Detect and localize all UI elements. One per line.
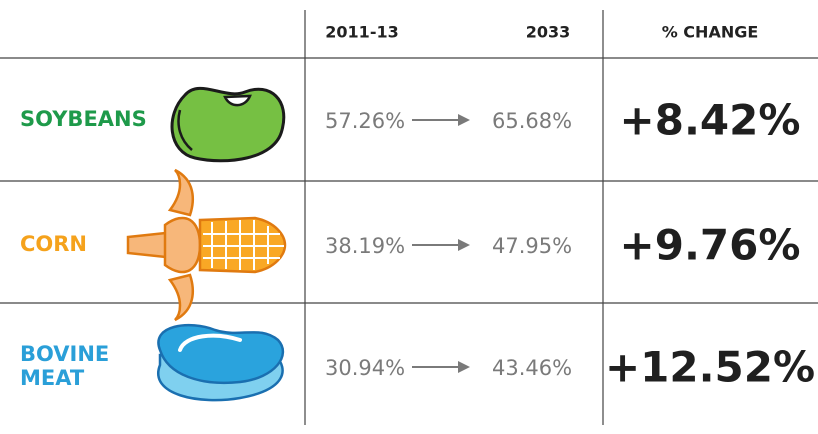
- arrow-head: [458, 239, 470, 251]
- percent-change: +12.52%: [605, 343, 815, 392]
- table-rows: SOYBEANS 57.26% 65.68% +8.42% CORN 38.19% 47.9…: [20, 96, 815, 392]
- end-value: 43.46%: [492, 356, 572, 380]
- soybean-icon: [170, 86, 286, 163]
- meat-icon: [157, 323, 285, 402]
- percent-change: +9.76%: [620, 221, 801, 270]
- row-label: BOVINE: [20, 342, 109, 366]
- start-value: 38.19%: [325, 234, 405, 258]
- arrow-head: [458, 361, 470, 373]
- row-label: CORN: [20, 232, 87, 256]
- end-value: 65.68%: [492, 109, 572, 133]
- column-header: 2033: [526, 23, 571, 42]
- row-label: MEAT: [20, 366, 85, 390]
- start-value: 30.94%: [325, 356, 405, 380]
- row-label: SOYBEANS: [20, 107, 147, 131]
- column-header: % CHANGE: [662, 23, 759, 42]
- percent-change: +8.42%: [620, 96, 801, 145]
- column-header: 2011-13: [325, 23, 398, 42]
- corn-icon: [126, 168, 287, 322]
- end-value: 47.95%: [492, 234, 572, 258]
- arrow-head: [458, 114, 470, 126]
- start-value: 57.26%: [325, 109, 405, 133]
